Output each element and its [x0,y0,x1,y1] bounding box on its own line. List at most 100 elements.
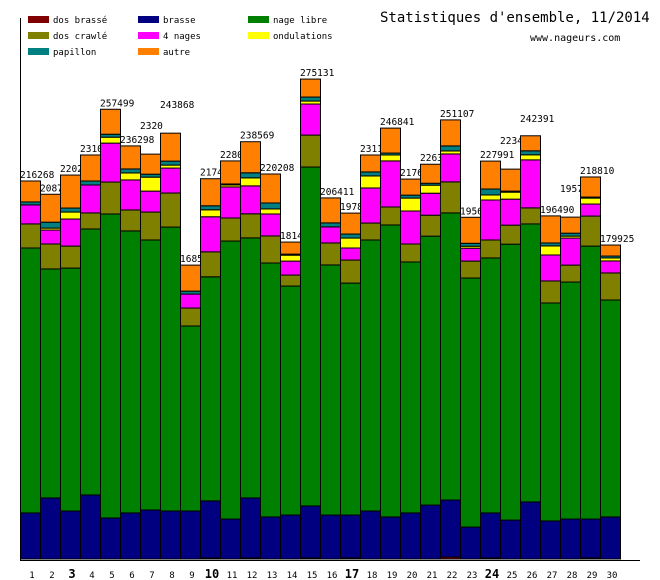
bar-segment-autre-day-1 [20,180,41,203]
bar-segment-autre-day-28 [560,216,581,234]
x-tick-label: 17 [345,567,359,580]
bar-segment-ondulations-day-10 [200,209,221,218]
bar-segment-dos-crawlé-day-23 [460,260,481,279]
bar-segment-autre-day-4 [80,154,101,182]
bar-segment-4-nages-day-4 [80,184,101,214]
bar-segment-autre-day-13 [260,173,281,204]
bar-segment-4-nages-day-9 [180,293,201,309]
bar-segment-dos-crawlé-day-20 [400,243,421,263]
bar-segment-brasse-day-18 [360,510,381,560]
bar-segment-autre-day-5 [100,108,121,135]
bar-segment-brasse-day-10 [200,500,221,559]
legend-swatch [248,16,269,23]
bar-segment-ondulations-day-24 [480,194,501,201]
x-tick-label: 18 [367,571,378,580]
bar-segment-autre-day-23 [460,216,481,244]
bar-segment-dos-crawlé-day-25 [500,224,521,245]
bar-segment-ondulations-day-21 [420,184,441,194]
total-label: 2174 [200,168,223,179]
bar-segment-4-nages-day-29 [580,203,601,217]
bar-segment-brasse-day-26 [520,501,541,560]
legend-swatch [28,16,49,23]
total-label: 216268 [20,170,55,181]
x-tick-label: 22 [447,571,458,580]
bar-segment-4-nages-day-1 [20,204,41,225]
bar-segment-nage-libre-day-27 [540,302,561,522]
bar-segment-autre-day-30 [600,244,621,257]
x-tick-label: 25 [507,571,518,580]
bar-segment-nage-libre-day-30 [600,299,621,518]
bar-segment-nage-libre-day-17 [340,282,361,516]
bar-segment-brasse-day-7 [140,509,161,560]
bar-segment-autre-day-7 [140,153,161,175]
bar-segment-autre-day-18 [360,154,381,173]
bar-segment-brasse-day-12 [240,497,261,559]
bars [20,78,621,560]
bar-segment-4-nages-day-15 [300,103,321,136]
bar-segment-4-nages-day-12 [240,185,261,215]
x-tick-labels: 1 2 3 4 5 6 7 8 9 10 11 12 13 14 15 16 17 18 19 20 21 22 23 24 2… [29,567,617,580]
bar-segment-nage-libre-day-15 [300,166,321,507]
legend-swatch [138,32,159,39]
bar-segment-nage-libre-day-10 [200,276,221,502]
bar-segment-dos-crawlé-day-27 [540,280,561,304]
bar-segment-papillon-day-16 [320,222,341,228]
bar-segment-papillon-day-22 [440,145,461,152]
total-label: 2280 [220,150,243,161]
bar-segment-ondulations-day-5 [100,136,121,144]
bar-segment-nage-libre-day-5 [100,213,121,519]
bar-segment-4-nages-day-24 [480,199,501,241]
total-label: 2087 [40,183,63,194]
bar-segment-4-nages-day-28 [560,237,581,266]
total-label: 246841 [380,117,415,128]
bar-segment-nage-libre-day-26 [520,223,541,503]
x-tick-label: 12 [247,571,258,580]
total-label: 2311 [360,144,383,155]
bar-segment-4-nages-day-23 [460,247,481,262]
bar-segment-4-nages-day-26 [520,159,541,209]
legend-label: dos crawlé [53,31,107,42]
bar-segment-brasse-day-6 [120,512,141,560]
bar-segment-ondulations-day-7 [140,176,161,192]
x-tick-label: 5 [109,571,114,580]
bar-segment-papillon-day-26 [520,150,541,156]
bar-segment-nage-libre-day-14 [280,285,301,516]
bar-segment-brasse-day-9 [180,510,201,560]
bar-segment-brasse-day-17 [340,514,361,559]
bar-segment-brasse-day-23 [460,526,481,560]
bar-segment-autre-day-17 [340,212,361,235]
x-tick-label: 29 [587,571,598,580]
bar-segment-dos-crawlé-day-12 [240,213,261,239]
bar-segment-brasse-day-13 [260,516,281,560]
total-label: 2202 [60,164,83,175]
bar-segment-4-nages-day-5 [100,142,121,183]
bar-segment-brasse-day-25 [500,519,521,560]
total-label: 1957 [560,184,583,195]
bar-segment-autre-day-24 [480,160,501,190]
x-tick-label: 27 [547,571,558,580]
bar-segment-nage-libre-day-12 [240,237,261,499]
bar-segment-ondulations-day-26 [520,154,541,161]
bar-segment-dos-crawlé-day-28 [560,264,581,283]
bar-segment-papillon-day-4 [80,180,101,186]
total-label: 257499 [100,98,135,109]
bar-segment-papillon-day-12 [240,172,261,179]
bar-segment-nage-libre-day-4 [80,228,101,496]
bar-segment-4-nages-day-17 [340,247,361,261]
bar-segment-autre-day-12 [240,141,261,174]
bar-segment-nage-libre-day-29 [580,245,601,520]
legend-swatch [248,32,269,39]
x-tick-label: 14 [287,571,298,580]
total-label: 2310 [80,144,103,155]
bar-segment-4-nages-day-7 [140,190,161,213]
total-label: 196490 [540,205,575,216]
bar-segment-dos-crawlé-day-19 [380,206,401,226]
bar-segment-ondulations-day-20 [400,197,421,212]
bar-segment-nage-libre-day-20 [400,261,421,514]
bar-segment-brasse-day-21 [420,504,441,560]
x-tick-label: 10 [205,567,219,580]
bar-segment-dos-crawlé-day-1 [20,223,41,249]
bar-segment-autre-day-21 [420,163,441,184]
bar-segment-dos-crawlé-day-18 [360,222,381,241]
bar-segment-dos-crawlé-day-10 [200,251,221,278]
